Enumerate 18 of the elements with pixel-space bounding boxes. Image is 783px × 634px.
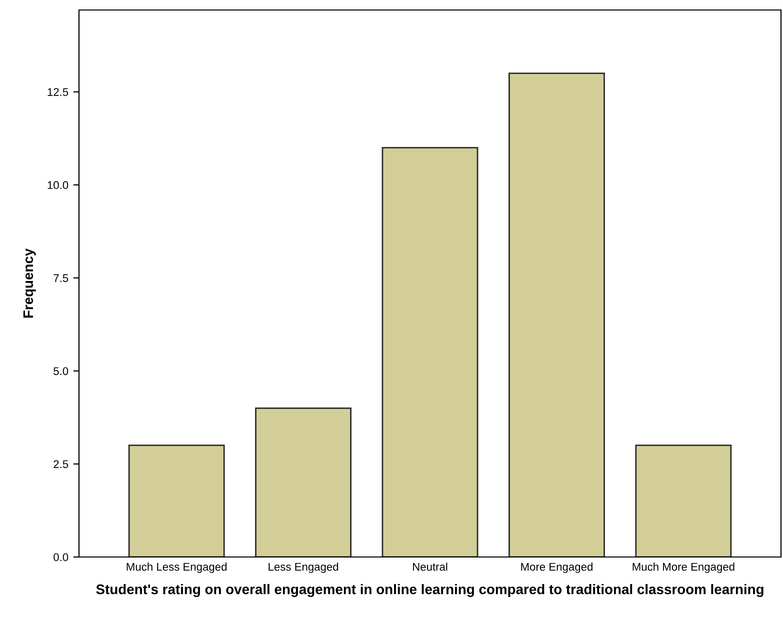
x-axis-title: Student's rating on overall engagement in online learning compared to traditional classroom learning <box>96 584 764 598</box>
y-tick-label: 5.0 <box>54 367 68 376</box>
y-axis-title: Frequency <box>23 248 36 318</box>
bar <box>382 146 478 557</box>
y-tick-label: 12.5 <box>48 88 68 96</box>
x-tick-label: More Engaged <box>521 562 592 573</box>
x-tick-label: Neutral <box>413 562 448 571</box>
x-tick-label: Much Less Engaged <box>126 562 227 573</box>
x-tick-label: Less Engaged <box>268 562 338 573</box>
y-tick-label: 2.5 <box>54 460 68 468</box>
y-tick-label: 0.0 <box>54 553 68 562</box>
bar <box>128 444 225 557</box>
y-tick-label: 10.0 <box>48 181 68 190</box>
y-tick-label: 7.5 <box>54 274 68 282</box>
bar <box>635 444 732 557</box>
bar <box>508 72 605 557</box>
bar <box>255 407 352 557</box>
x-tick-label: Much More Engaged <box>632 562 734 573</box>
